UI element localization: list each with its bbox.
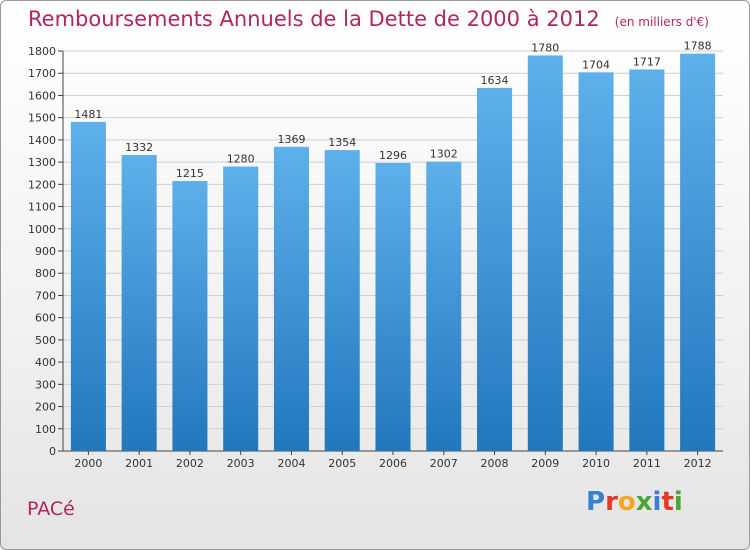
x-tick-label: 2004 [277, 457, 305, 470]
y-tick-label: 1800 [28, 45, 56, 58]
bar [578, 72, 614, 451]
x-tick-label: 2005 [328, 457, 356, 470]
logo-letter: i [673, 487, 683, 517]
bar-value-label: 1332 [125, 141, 153, 154]
y-tick-label: 200 [35, 401, 56, 414]
x-tick-label: 2008 [481, 457, 509, 470]
logo-letter: r [605, 487, 618, 517]
bar-value-label: 1302 [430, 148, 458, 161]
x-tick-label: 2001 [125, 457, 153, 470]
y-tick-label: 600 [35, 312, 56, 325]
y-tick-label: 1000 [28, 223, 56, 236]
y-tick-label: 800 [35, 267, 56, 280]
x-tick-label: 2002 [176, 457, 204, 470]
logo-letter: i [652, 487, 662, 517]
commune-name: PACé [27, 498, 75, 520]
bar [273, 146, 309, 451]
chart-subtitle: (en milliers d'€) [614, 15, 709, 29]
bar [426, 161, 462, 451]
y-tick-label: 100 [35, 423, 56, 436]
x-tick-label: 2006 [379, 457, 407, 470]
bar [121, 155, 157, 451]
bar [527, 55, 563, 451]
bar [324, 150, 360, 451]
y-tick-label: 500 [35, 334, 56, 347]
proxiti-logo: Proxiti [586, 487, 683, 517]
x-tick-label: 2000 [74, 457, 102, 470]
chart-title: Remboursements Annuels de la Dette de 20… [28, 7, 600, 31]
y-tick-label: 1100 [28, 201, 56, 214]
bar-value-label: 1354 [328, 136, 356, 149]
bar [223, 166, 259, 452]
y-tick-label: 1500 [28, 112, 56, 125]
y-tick-label: 1600 [28, 89, 56, 102]
y-tick-label: 700 [35, 289, 56, 302]
bar-value-label: 1788 [684, 40, 712, 53]
x-tick-label: 2011 [633, 457, 661, 470]
x-tick-label: 2009 [531, 457, 559, 470]
y-tick-label: 400 [35, 356, 56, 369]
y-tick-label: 1300 [28, 156, 56, 169]
bar-value-label: 1717 [633, 55, 661, 68]
x-tick-label: 2010 [582, 457, 610, 470]
y-tick-label: 300 [35, 378, 56, 391]
logo-letter: P [586, 487, 606, 517]
bar [70, 121, 106, 451]
logo-letter: o [617, 487, 636, 517]
y-tick-label: 1400 [28, 134, 56, 147]
y-tick-label: 1700 [28, 67, 56, 80]
bar-value-label: 1280 [227, 153, 255, 166]
bar-value-label: 1296 [379, 149, 407, 162]
bar-value-label: 1481 [74, 108, 102, 121]
x-tick-label: 2012 [684, 457, 712, 470]
x-tick-label: 2007 [430, 457, 458, 470]
bar-value-label: 1704 [582, 58, 610, 71]
y-tick-label: 1200 [28, 178, 56, 191]
logo-letter: t [661, 487, 674, 517]
y-tick-label: 900 [35, 245, 56, 258]
bar-value-label: 1634 [481, 74, 509, 87]
y-tick-label: 0 [49, 445, 56, 458]
bar [375, 163, 411, 451]
bar [172, 181, 208, 451]
bar-value-label: 1215 [176, 167, 204, 180]
bar [629, 69, 665, 451]
chart-title-area: Remboursements Annuels de la Dette de 20… [28, 7, 709, 31]
bar [680, 53, 716, 452]
bar-value-label: 1369 [277, 133, 305, 146]
bar [477, 87, 513, 451]
logo-letter: x [635, 487, 653, 517]
x-tick-label: 2003 [227, 457, 255, 470]
bar-value-label: 1780 [531, 41, 559, 54]
